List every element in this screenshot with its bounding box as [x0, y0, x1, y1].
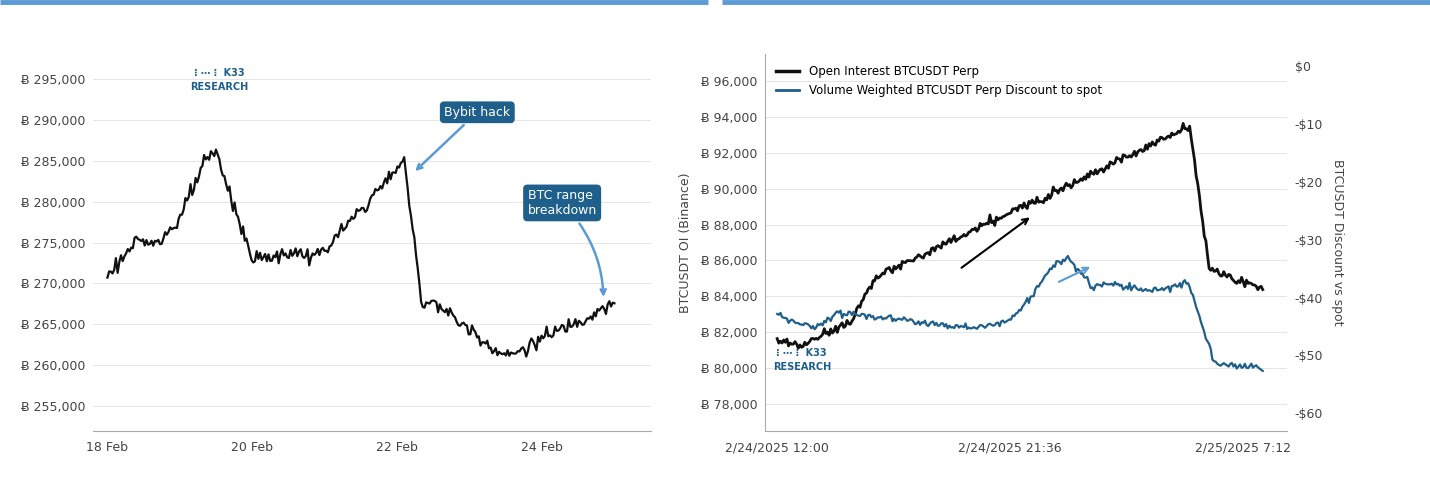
Legend: Open Interest BTCUSDT Perp, Volume Weighted BTCUSDT Perp Discount to spot: Open Interest BTCUSDT Perp, Volume Weigh… — [771, 60, 1107, 101]
Text: Bybit hack: Bybit hack — [418, 106, 511, 169]
Text: ⋮⋯⋮ K33
RESEARCH: ⋮⋯⋮ K33 RESEARCH — [772, 348, 831, 372]
Y-axis label: BTCUSDT OI (Binance): BTCUSDT OI (Binance) — [679, 172, 692, 313]
Y-axis label: BTCUSDT Discount vs spot: BTCUSDT Discount vs spot — [1331, 159, 1344, 326]
Text: ⋮⋯⋮ K33
RESEARCH: ⋮⋯⋮ K33 RESEARCH — [190, 68, 249, 92]
Text: BTC range
breakdown: BTC range breakdown — [528, 189, 606, 294]
